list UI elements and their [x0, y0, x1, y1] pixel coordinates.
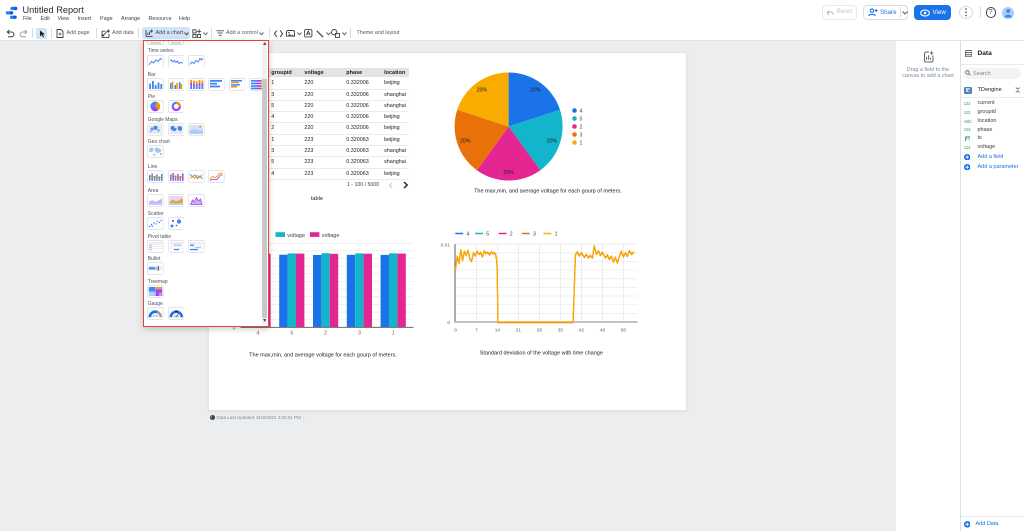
svg-text:47%: 47% — [153, 314, 159, 318]
svg-text:20%: 20% — [547, 138, 558, 144]
svg-text:5: 5 — [580, 116, 583, 122]
svg-text:20%: 20% — [477, 88, 488, 94]
svg-text:7: 7 — [475, 328, 478, 334]
svg-text:3: 3 — [358, 330, 361, 336]
svg-text:42: 42 — [579, 328, 585, 334]
svg-text:1: 1 — [580, 140, 583, 146]
svg-text:20%: 20% — [530, 88, 541, 94]
svg-text:0: 0 — [454, 328, 457, 334]
svg-text:2: 2 — [510, 232, 513, 238]
svg-text:5: 5 — [290, 330, 293, 336]
svg-text:0.01: 0.01 — [441, 242, 451, 248]
svg-text:3: 3 — [580, 132, 583, 138]
svg-text:4: 4 — [257, 330, 260, 336]
svg-text:The max,min, and average volta: The max,min, and average voltage for eac… — [474, 189, 622, 195]
svg-text:voltage: voltage — [322, 233, 340, 239]
svg-text:voltage: voltage — [287, 233, 305, 239]
svg-text:1: 1 — [555, 232, 558, 238]
svg-text:The max,min, and average volta: The max,min, and average voltage for eac… — [249, 353, 397, 359]
svg-text:0: 0 — [233, 326, 236, 332]
svg-text:66%: 66% — [173, 315, 179, 319]
svg-text:14: 14 — [495, 328, 501, 334]
svg-text:3: 3 — [533, 232, 536, 238]
svg-text:4: 4 — [467, 232, 470, 238]
svg-text:1: 1 — [392, 330, 395, 336]
svg-text:2: 2 — [324, 330, 327, 336]
svg-text:0: 0 — [447, 320, 450, 326]
svg-text:21: 21 — [516, 328, 522, 334]
svg-text:2: 2 — [580, 124, 583, 130]
svg-text:5: 5 — [486, 232, 489, 238]
svg-text:4: 4 — [580, 108, 583, 114]
svg-text:35: 35 — [558, 328, 564, 334]
svg-text:49: 49 — [600, 328, 606, 334]
svg-text:20%: 20% — [503, 170, 514, 176]
svg-text:56: 56 — [621, 328, 627, 334]
svg-text:20%: 20% — [460, 138, 471, 144]
svg-text:Standard deviation of the volt: Standard deviation of the voltage with t… — [480, 351, 603, 357]
svg-text:28: 28 — [537, 328, 543, 334]
